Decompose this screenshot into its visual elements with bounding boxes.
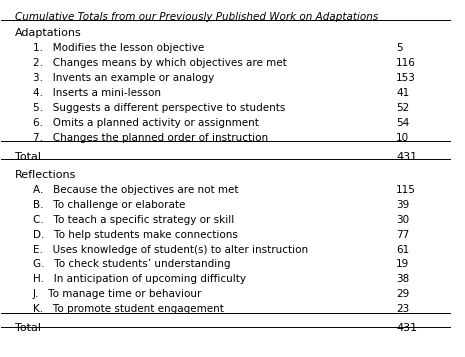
Text: B.   To challenge or elaborate: B. To challenge or elaborate (33, 200, 185, 210)
Text: 29: 29 (396, 289, 409, 299)
Text: A.   Because the objectives are not met: A. Because the objectives are not met (33, 185, 238, 195)
Text: 431: 431 (396, 152, 417, 162)
Text: 30: 30 (396, 215, 409, 225)
Text: Adaptations: Adaptations (15, 28, 81, 39)
Text: 38: 38 (396, 274, 409, 284)
Text: 77: 77 (396, 230, 409, 240)
Text: Reflections: Reflections (15, 170, 76, 180)
Text: 41: 41 (396, 88, 409, 98)
Text: 10: 10 (396, 132, 409, 142)
Text: 5: 5 (396, 43, 403, 53)
Text: H.   In anticipation of upcoming difficulty: H. In anticipation of upcoming difficult… (33, 274, 246, 284)
Text: Total: Total (15, 323, 41, 333)
Text: 23: 23 (396, 304, 409, 314)
Text: K.   To promote student engagement: K. To promote student engagement (33, 304, 224, 314)
Text: 1.   Modifies the lesson objective: 1. Modifies the lesson objective (33, 43, 204, 53)
Text: 6.   Omits a planned activity or assignment: 6. Omits a planned activity or assignmen… (33, 118, 259, 128)
Text: D.   To help students make connections: D. To help students make connections (33, 230, 238, 240)
Text: 3.   Invents an example or analogy: 3. Invents an example or analogy (33, 73, 214, 83)
Text: 153: 153 (396, 73, 416, 83)
Text: C.   To teach a specific strategy or skill: C. To teach a specific strategy or skill (33, 215, 234, 225)
Text: 19: 19 (396, 260, 409, 270)
Text: Cumulative Totals from our Previously Published Work on Adaptations: Cumulative Totals from our Previously Pu… (15, 12, 378, 22)
Text: Total: Total (15, 152, 41, 162)
Text: 54: 54 (396, 118, 409, 128)
Text: 431: 431 (396, 323, 417, 333)
Text: 7.   Changes the planned order of instruction: 7. Changes the planned order of instruct… (33, 132, 268, 142)
Text: J.   To manage time or behaviour: J. To manage time or behaviour (33, 289, 202, 299)
Text: 61: 61 (396, 245, 409, 255)
Text: 5.   Suggests a different perspective to students: 5. Suggests a different perspective to s… (33, 103, 285, 113)
Text: 52: 52 (396, 103, 409, 113)
Text: 116: 116 (396, 58, 416, 68)
Text: 115: 115 (396, 185, 416, 195)
Text: E.   Uses knowledge of student(s) to alter instruction: E. Uses knowledge of student(s) to alter… (33, 245, 308, 255)
Text: G.   To check students’ understanding: G. To check students’ understanding (33, 260, 230, 270)
Text: 2.   Changes means by which objectives are met: 2. Changes means by which objectives are… (33, 58, 286, 68)
Text: 4.   Inserts a mini-lesson: 4. Inserts a mini-lesson (33, 88, 161, 98)
Text: 39: 39 (396, 200, 409, 210)
